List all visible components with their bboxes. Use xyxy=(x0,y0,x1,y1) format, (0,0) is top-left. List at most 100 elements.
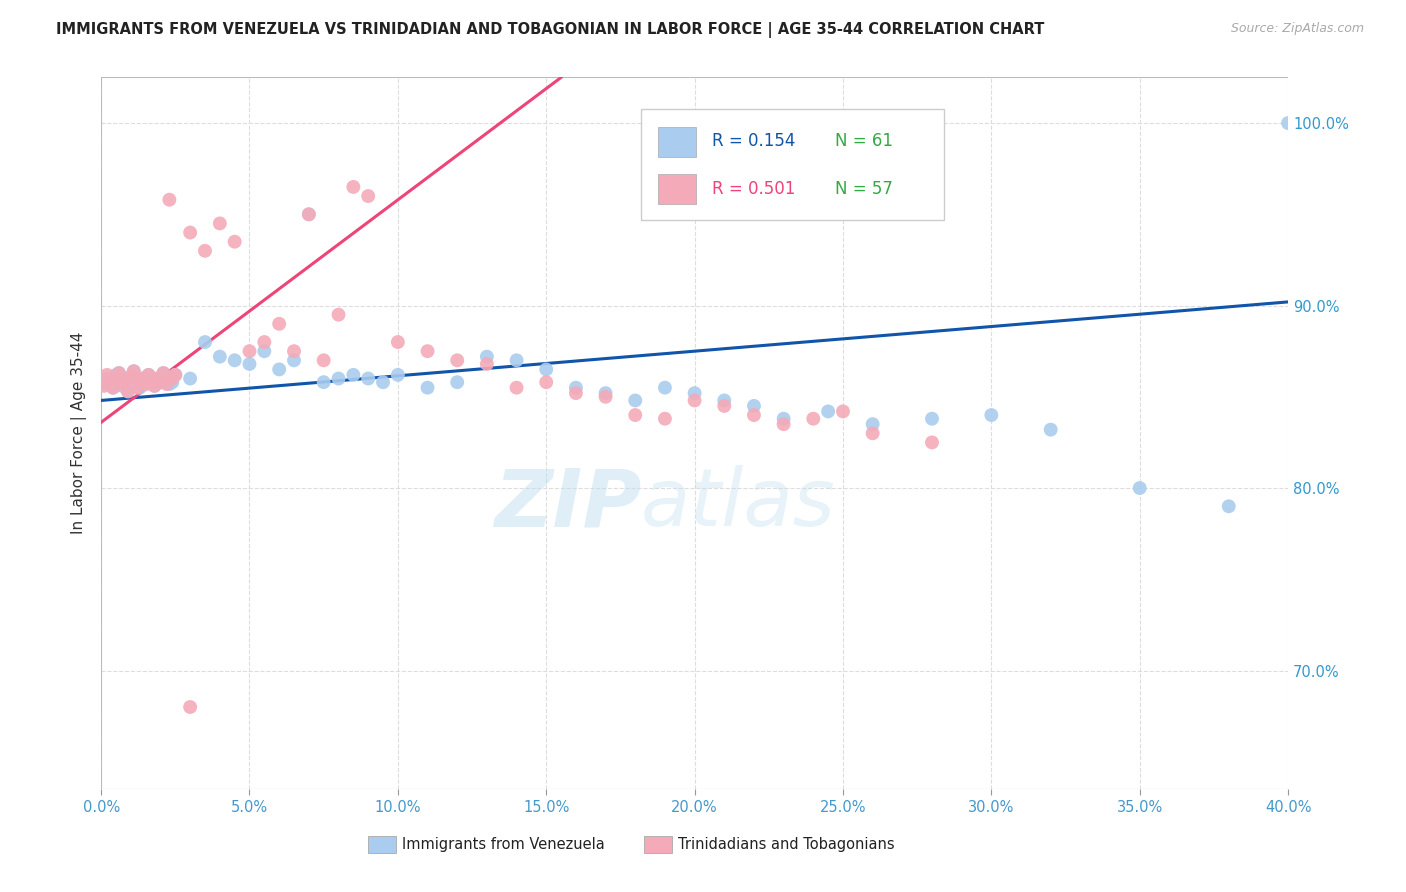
Point xyxy=(253,344,276,359)
Text: ZIP: ZIP xyxy=(494,466,641,543)
Point xyxy=(135,377,157,392)
Point xyxy=(713,393,735,408)
Point xyxy=(149,375,172,389)
Point xyxy=(772,417,794,432)
Point xyxy=(1039,423,1062,437)
Point xyxy=(120,369,142,384)
Point xyxy=(595,390,617,404)
Point xyxy=(98,375,121,389)
Point xyxy=(108,366,131,380)
Point xyxy=(446,375,468,389)
Point xyxy=(801,411,824,425)
Point xyxy=(114,373,136,387)
Point xyxy=(179,226,201,240)
Point xyxy=(117,384,139,399)
Point xyxy=(565,381,588,395)
Point xyxy=(357,189,380,203)
Point xyxy=(980,408,1002,422)
Text: IMMIGRANTS FROM VENEZUELA VS TRINIDADIAN AND TOBAGONIAN IN LABOR FORCE | AGE 35-: IMMIGRANTS FROM VENEZUELA VS TRINIDADIAN… xyxy=(56,22,1045,38)
Point xyxy=(143,379,166,393)
Point xyxy=(101,381,124,395)
Point xyxy=(152,366,174,380)
Point xyxy=(446,353,468,368)
Point xyxy=(101,381,124,395)
Point xyxy=(152,366,174,380)
FancyBboxPatch shape xyxy=(641,110,943,219)
Point xyxy=(1277,116,1299,130)
Point xyxy=(387,368,409,382)
Point xyxy=(165,368,187,382)
Point xyxy=(179,371,201,385)
Point xyxy=(238,357,260,371)
Point xyxy=(157,193,180,207)
Point xyxy=(135,377,157,392)
FancyBboxPatch shape xyxy=(658,174,696,204)
Point xyxy=(269,317,291,331)
Point xyxy=(683,393,706,408)
Point xyxy=(125,375,148,389)
Text: Trinidadians and Tobagonians: Trinidadians and Tobagonians xyxy=(678,837,894,852)
Point xyxy=(475,357,498,371)
Point xyxy=(283,353,305,368)
Point xyxy=(624,408,647,422)
Point xyxy=(683,386,706,401)
Point xyxy=(131,371,153,385)
Point xyxy=(114,373,136,387)
Text: R = 0.501: R = 0.501 xyxy=(713,180,796,198)
Point xyxy=(742,408,765,422)
Point xyxy=(387,334,409,349)
Point xyxy=(141,375,163,389)
Point xyxy=(93,379,115,393)
Point xyxy=(104,368,127,382)
Point xyxy=(595,386,617,401)
Point xyxy=(208,350,231,364)
Point xyxy=(328,308,350,322)
Point xyxy=(298,207,321,221)
Point xyxy=(536,375,558,389)
Point xyxy=(283,344,305,359)
Point xyxy=(96,371,118,385)
Point xyxy=(536,362,558,376)
Point xyxy=(416,344,439,359)
Point xyxy=(742,399,765,413)
Point xyxy=(96,368,118,382)
Point xyxy=(862,417,884,432)
Point xyxy=(238,344,260,359)
Point xyxy=(141,375,163,389)
Point xyxy=(832,404,855,418)
FancyBboxPatch shape xyxy=(658,128,696,157)
Point xyxy=(194,334,217,349)
Point xyxy=(120,369,142,384)
Point xyxy=(328,371,350,385)
Y-axis label: In Labor Force | Age 35-44: In Labor Force | Age 35-44 xyxy=(72,332,87,534)
Point xyxy=(1129,481,1152,495)
Point xyxy=(654,381,676,395)
Point xyxy=(342,368,364,382)
Text: atlas: atlas xyxy=(641,466,837,543)
Point xyxy=(149,375,172,389)
Point xyxy=(104,371,127,385)
Point xyxy=(224,353,246,368)
Point xyxy=(298,207,321,221)
Point xyxy=(128,381,150,395)
Point xyxy=(505,381,527,395)
Point xyxy=(269,362,291,376)
Point xyxy=(122,364,145,378)
Point xyxy=(921,411,943,425)
Point xyxy=(921,435,943,450)
Text: Immigrants from Venezuela: Immigrants from Venezuela xyxy=(402,837,605,852)
Point xyxy=(475,350,498,364)
Text: R = 0.154: R = 0.154 xyxy=(713,133,796,151)
Point xyxy=(179,700,201,714)
Point xyxy=(654,411,676,425)
Point xyxy=(312,375,335,389)
Point xyxy=(138,368,160,382)
Point xyxy=(117,384,139,399)
Point xyxy=(772,411,794,425)
Point xyxy=(253,334,276,349)
Point xyxy=(1218,500,1240,514)
Point xyxy=(143,379,166,393)
Point xyxy=(565,386,588,401)
Point xyxy=(224,235,246,249)
Point xyxy=(128,375,150,389)
